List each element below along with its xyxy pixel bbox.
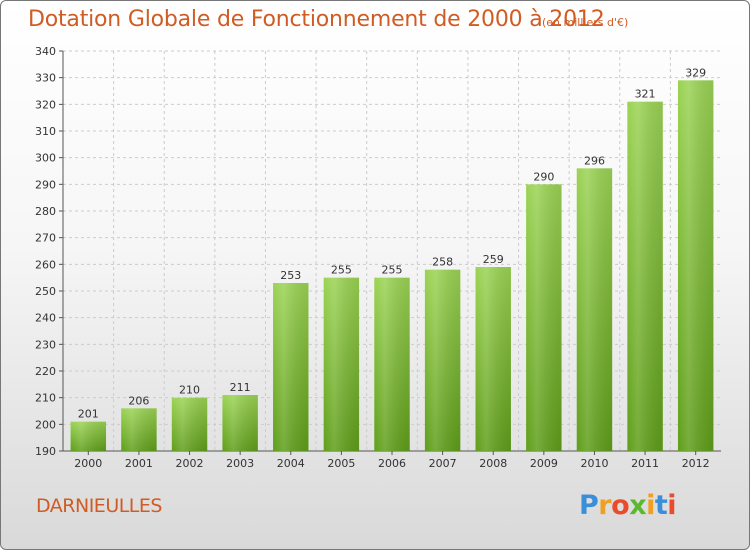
logo-letter: r [598,490,612,521]
y-tick-label-220: 220 [35,365,56,378]
x-tick-label-2009: 2009 [530,457,558,470]
y-tick-label-340: 340 [35,45,56,58]
y-tick-label-190: 190 [35,445,56,458]
bar-shine-2012 [677,80,714,451]
data-label-2011: 321 [635,88,656,101]
x-tick-label-2007: 2007 [429,457,457,470]
y-tick-label-330: 330 [35,72,56,85]
data-label-2008: 259 [483,253,504,266]
chart-unit: (en milliers d'€) [542,16,629,29]
logo-letter: i [667,490,677,521]
data-label-2006: 255 [382,264,403,277]
y-tick-label-300: 300 [35,152,56,165]
data-label-2002: 210 [179,384,200,397]
x-tick-label-2000: 2000 [74,457,102,470]
y-tick-label-250: 250 [35,285,56,298]
bar-shine-2010 [576,168,613,452]
y-tick-label-310: 310 [35,125,56,138]
y-tick-label-260: 260 [35,258,56,271]
x-tick-label-2006: 2006 [378,457,406,470]
data-label-2003: 211 [230,381,251,394]
bar-shine-2002 [171,397,208,451]
data-label-2005: 255 [331,264,352,277]
logo-letter: i [646,490,655,521]
y-tick-label-290: 290 [35,178,56,191]
bar-shine-2000 [70,421,107,451]
x-tick-label-2001: 2001 [125,457,153,470]
bar-shine-2005 [323,277,360,451]
y-tick-label-230: 230 [35,338,56,351]
bar-shine-2004 [273,283,309,451]
x-tick-label-2003: 2003 [226,457,254,470]
data-label-2009: 290 [533,170,554,183]
y-tick-label-200: 200 [35,418,56,431]
y-tick-label-280: 280 [35,205,56,218]
commune-name: DARNIEULLES [36,495,162,517]
y-tick-label-210: 210 [35,392,56,405]
bar-shine-2008 [475,267,511,451]
bar-shine-2001 [121,408,157,451]
data-label-2007: 258 [432,256,453,269]
data-label-2010: 296 [584,154,605,167]
data-label-2000: 201 [78,408,99,421]
proxiti-logo: Proxiti [579,490,677,521]
x-tick-label-2010: 2010 [580,457,608,470]
logo-letter: t [654,490,668,521]
x-tick-label-2004: 2004 [277,457,305,470]
bar-shine-2009 [526,184,562,452]
y-tick-label-270: 270 [35,232,56,245]
logo-letter: o [611,490,630,521]
y-tick-label-320: 320 [35,98,56,111]
x-tick-label-2011: 2011 [631,457,659,470]
bar-shine-2011 [627,101,663,452]
logo-letter: x [629,490,647,521]
x-tick-label-2005: 2005 [327,457,355,470]
bar-shine-2006 [374,277,410,451]
data-label-2004: 253 [280,269,301,282]
x-tick-label-2012: 2012 [682,457,710,470]
x-tick-label-2008: 2008 [479,457,507,470]
bar-shine-2007 [424,269,461,451]
labels: 190 200 210 220 230 240 250 260 270 280 290 300 310 3… [35,45,710,470]
x-tick-label-2002: 2002 [176,457,204,470]
data-label-2012: 329 [685,66,706,79]
chart-title: Dotation Globale de Fonctionnement de 20… [28,7,605,32]
bar-shine-2003 [222,395,258,451]
logo-letter: P [579,490,599,521]
bars [70,80,714,452]
data-label-2001: 206 [128,394,149,407]
y-tick-label-240: 240 [35,312,56,325]
